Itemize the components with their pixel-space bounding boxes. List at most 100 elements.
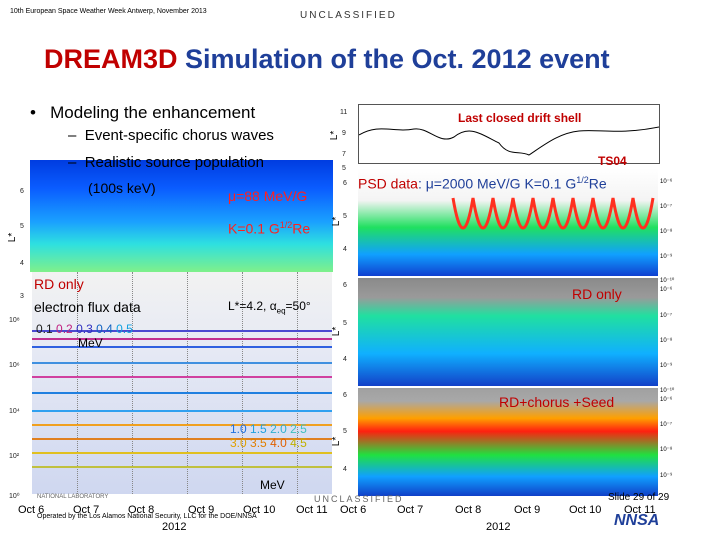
energy-label: 3.0 [230,436,247,450]
left-psd-panel [30,160,333,272]
colorbar-tick: 10⁻⁶ [660,287,673,293]
bullet-sub2-text: Realistic source population [84,154,264,171]
dash-glyph: – [68,154,77,171]
ts04-label: TS04 [598,154,627,168]
right-ytick: 4 [343,356,347,363]
flux-xtick: Oct 8 [128,504,155,516]
lcds-curve [358,126,660,156]
lcds-title: Last closed drift shell [458,111,582,125]
slide-title: DREAM3D Simulation of the Oct. 2012 even… [44,44,610,75]
colorbar-tick: 10⁻⁷ [660,204,673,210]
right-ytick: 6 [343,180,347,187]
rd-only-panel [358,278,658,386]
bullet-sub1: – Event-specific chorus waves [68,127,274,144]
bullet-glyph: • [30,103,36,122]
right-ytick: 5 [343,213,347,220]
energy-label: 2.5 [290,422,307,436]
flux-ytick: 10⁶ [9,362,20,369]
flux-xtick: Oct 11 [296,504,328,516]
psd-detail: : μ=2000 MeV/G K=0.1 G [417,175,577,192]
colorbar-tick: 10⁻¹⁰ [660,278,675,284]
flux-ytick: 10⁸ [9,317,20,324]
energy-label: 4.5 [290,436,307,450]
lcds-ytick: 5 [342,165,346,172]
conference-header: 10th European Space Weather Week Antwerp… [10,8,207,15]
right-ylabel: L* [331,436,343,447]
colorbar-tick: 10⁻⁹ [660,473,673,479]
bullet-sub1-text: Event-specific chorus waves [84,127,274,144]
psd-label: PSD data: μ=2000 MeV/G K=0.1 G1/2Re [358,175,607,192]
psd-label-text: PSD data [358,175,418,192]
left-ytick: 6 [20,188,24,195]
k-text: K=0.1 G [228,220,280,237]
rd-chorus-label: RD+chorus +Seed [499,394,615,410]
dash-glyph: – [68,127,77,144]
flux-xtick: Oct 10 [243,504,276,516]
colorbar-tick: 10⁻⁹ [660,254,673,260]
k-exp: 1/2 [279,220,293,230]
mu-label: μ=88 MeV/G [228,188,308,204]
flux-ytick: 10² [9,453,20,460]
bullet-main-text: Modeling the enhancement [50,103,256,122]
slide-number: Slide 29 of 29 [608,492,670,503]
colorbar-tick: 10⁻⁶ [660,397,673,403]
colorbar-tick: 10⁻⁸ [660,338,673,344]
lstar-end: =50° [285,299,311,313]
flux-ytick: 10⁰ [9,493,20,500]
flux-panel [32,272,332,494]
colorbar-tick: 10⁻¹⁰ [660,388,675,394]
title-dream3d: DREAM3D [44,44,178,74]
left-ytick: 5 [20,223,24,230]
rd-chorus-panel [358,388,658,496]
psd-exp: 1/2 [576,175,589,185]
right-ylabel: L* [331,216,343,227]
right-ytick: 5 [343,320,347,327]
colorbar-tick: 10⁻⁷ [660,313,673,319]
lstar-text: L*=4.2, α [228,299,277,313]
energy-legend-high: 1.0 1.5 2.0 2.5 3.0 3.5 4.0 4.5 [230,422,307,450]
footer-classification: UNCLASSIFIED [314,494,404,504]
classification-header: UNCLASSIFIED [300,10,397,21]
k-label: K=0.1 G1/2Re [228,220,310,237]
colorbar-tick: 10⁻⁶ [660,179,673,185]
bullet-sub2: – Realistic source population [68,154,264,171]
flux-title: electron flux data [34,299,141,315]
psd-unit: Re [588,175,607,192]
left-ytick: 4 [20,260,24,267]
energy-label: 1.5 [250,422,267,436]
colorbar-tick: 10⁻⁸ [660,229,673,235]
energy-label: 0.5 [116,322,133,336]
left-ytick: 3 [20,293,24,300]
flux-year: 2012 [162,521,187,533]
nnsa-logo: NNSA [614,512,660,529]
bullet-main: • Modeling the enhancement [30,103,255,123]
right-ytick: 4 [343,466,347,473]
psd-data-panel [358,168,658,276]
right-ytick: 6 [343,392,347,399]
colorbar-tick: 10⁻⁷ [660,422,673,428]
flux-ytick: 10⁴ [9,408,20,415]
energy-label: 1.0 [230,422,247,436]
colorbar-tick: 10⁻⁸ [660,447,673,453]
lcds-ytick: 7 [342,151,346,158]
k-unit: Re [292,220,311,237]
lcds-ylabel: L* [329,130,341,141]
flux-lstar-label: L*=4.2, αeq=50° [228,299,311,315]
lcds-ytick: 9 [342,130,346,137]
lstar-sub: eq [276,306,286,316]
lcds-plot [358,104,660,164]
right-ytick: 5 [343,428,347,435]
right-xtick: Oct 11 [624,504,656,516]
right-xtick: Oct 10 [569,504,602,516]
energy-label: 0.3 [76,322,93,336]
right-year: 2012 [486,521,511,533]
right-xtick: Oct 8 [455,504,482,516]
energy-label: 3.5 [250,436,267,450]
energy-label: 0.4 [96,322,113,336]
bullet-sub2-cont: (100s keV) [88,180,156,196]
colorbar-tick: 10⁻⁹ [660,363,673,369]
energy-label: 4.0 [270,436,287,450]
energy-label: 0.2 [56,322,73,336]
rd-only-label: RD only [572,286,622,302]
right-xtick: Oct 7 [397,504,424,516]
